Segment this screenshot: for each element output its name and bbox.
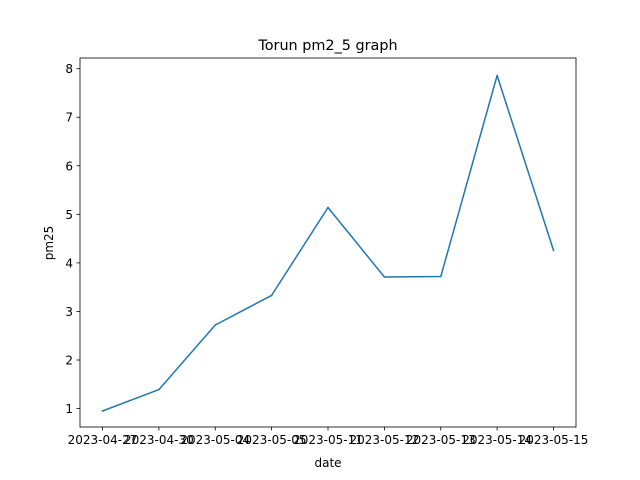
chart-title: Torun pm2_5 graph (257, 38, 397, 54)
y-axis-title: pm25 (42, 226, 56, 261)
data-point (496, 74, 498, 77)
x-tick-label: 2023-05-12 (350, 433, 420, 447)
y-tick-label: 1 (65, 402, 73, 416)
x-tick-label: 2023-05-11 (293, 433, 363, 447)
x-axis-title: date (314, 456, 341, 470)
y-tick-label: 2 (65, 353, 73, 367)
y-tick-label: 5 (65, 208, 73, 222)
data-point (270, 294, 273, 297)
x-tick-label: 2023-05-04 (180, 433, 250, 447)
data-point (214, 324, 217, 326)
data-point (158, 388, 160, 391)
y-tick-label: 7 (65, 111, 73, 125)
x-tick-label: 2023-04-30 (124, 433, 194, 447)
plot-area: 2023-04-272023-04-302023-05-042023-05-05… (65, 57, 589, 447)
y-tick-label: 6 (65, 159, 73, 173)
x-tick-label: 2023-05-13 (406, 433, 476, 447)
x-tick-label: 2023-05-15 (519, 433, 589, 447)
x-tick-label: 2023-05-14 (462, 433, 532, 447)
x-tick-label: 2023-05-05 (237, 433, 307, 447)
data-point (327, 206, 329, 209)
y-tick-label: 3 (65, 305, 73, 319)
data-point (552, 249, 555, 252)
data-point (101, 410, 104, 412)
x-tick-label: 2023-04-27 (68, 433, 138, 447)
data-point (383, 276, 386, 278)
y-tick-label: 8 (65, 62, 73, 76)
data-point (440, 275, 442, 278)
y-tick-label: 4 (65, 256, 73, 270)
